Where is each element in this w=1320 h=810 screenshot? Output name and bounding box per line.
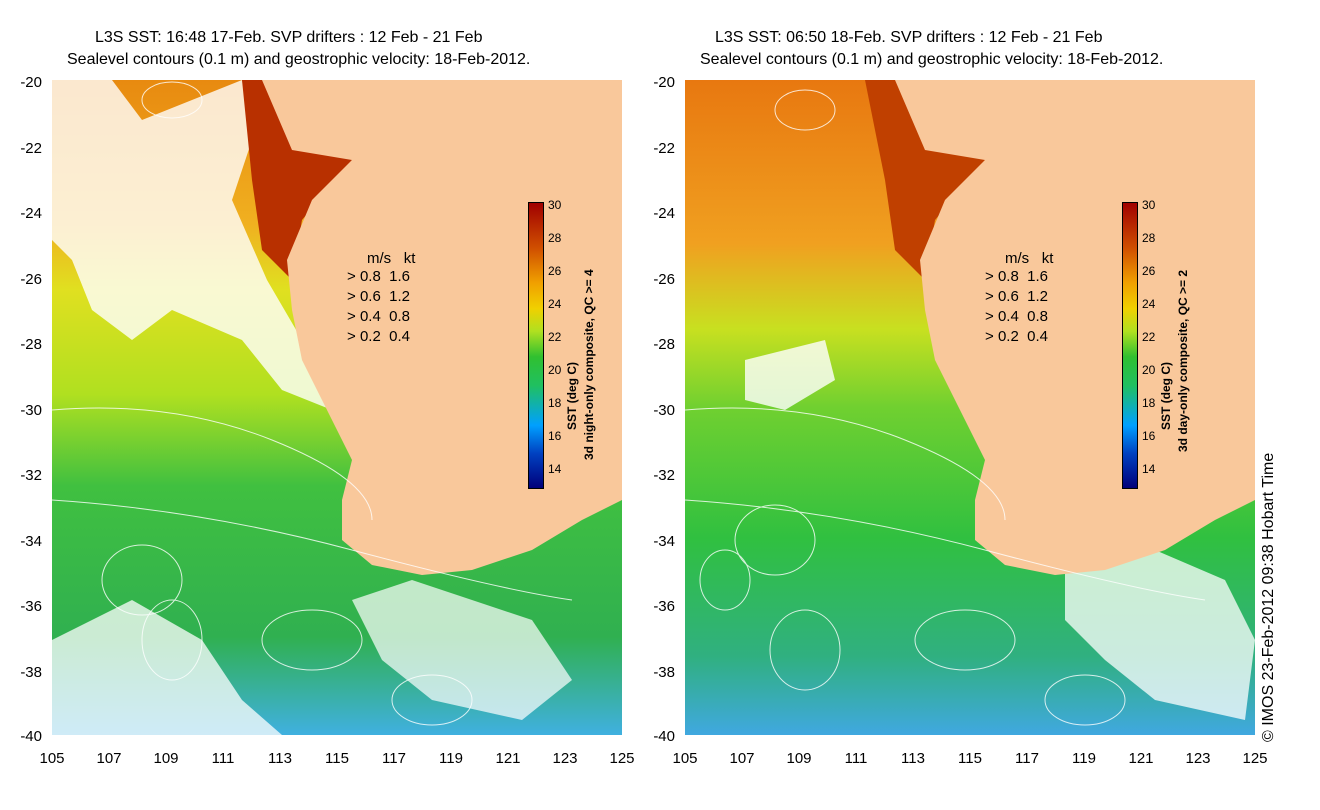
legend-header: m/s kt [367,250,416,267]
colorbar-tick: 14 [1142,462,1156,476]
y-tick: -22 [20,140,42,157]
colorbar-tick: 30 [1142,198,1156,212]
y-tick: -40 [20,728,42,745]
y-tick: -26 [653,271,675,288]
copyright-label: © IMOS 23-Feb-2012 09:38 Hobart Time [1260,452,1277,742]
x-tick: 107 [96,750,122,767]
x-tick: 111 [211,750,235,767]
colorbar-tick: 28 [548,231,562,245]
legend-row: > 0.8 1.6 [985,268,1048,285]
left-map: m/s kt > 0.8 1.6 > 0.6 1.2 > 0.4 0.8 > 0… [52,80,622,735]
y-tick: -32 [653,467,675,484]
colorbar-label: SST (deg C) [565,362,579,430]
colorbar-tick: 18 [1142,396,1156,410]
colorbar-tick: 26 [1142,264,1156,278]
x-tick: 113 [901,750,925,767]
left-title-line1: L3S SST: 16:48 17-Feb. SVP drifters : 12… [95,29,483,46]
x-tick: 109 [153,750,179,767]
x-tick: 117 [1015,750,1039,767]
colorbar-tick: 14 [548,462,562,476]
legend-row: > 0.2 0.4 [347,328,410,345]
x-tick: 121 [1128,750,1154,767]
colorbar-tick: 16 [548,429,562,443]
y-tick: -36 [653,598,675,615]
cloud-mask [745,340,835,410]
y-tick: -30 [20,402,42,419]
cloud-mask [52,80,332,410]
colorbar-tick: 20 [548,363,562,377]
cloud-mask [1065,550,1255,720]
y-tick: -26 [20,271,42,288]
colorbar [528,202,544,489]
colorbar-sublabel: 3d day-only composite, QC >= 2 [1176,269,1190,452]
x-tick: 113 [268,750,292,767]
x-tick: 105 [39,750,65,767]
colorbar-tick: 28 [1142,231,1156,245]
legend-row: > 0.4 0.8 [347,308,410,325]
x-tick: 107 [729,750,755,767]
y-tick: -32 [20,467,42,484]
colorbar-tick: 18 [548,396,562,410]
legend-row: > 0.6 1.2 [985,288,1048,305]
y-tick: -24 [20,205,42,222]
x-tick: 119 [439,750,463,767]
legend-row: > 0.4 0.8 [985,308,1048,325]
colorbar-tick: 30 [548,198,562,212]
right-title-line1: L3S SST: 06:50 18-Feb. SVP drifters : 12… [715,29,1103,46]
australia-land [895,80,1255,575]
y-tick: -40 [653,728,675,745]
x-tick: 105 [672,750,698,767]
x-tick: 119 [1072,750,1096,767]
colorbar [1122,202,1138,489]
colorbar-tick: 16 [1142,429,1156,443]
x-tick: 123 [552,750,578,767]
y-tick: -22 [653,140,675,157]
y-tick: -34 [20,533,42,550]
x-tick: 109 [786,750,812,767]
colorbar-tick: 22 [1142,330,1156,344]
legend-row: > 0.2 0.4 [985,328,1048,345]
colorbar-sublabel: 3d night-only composite, QC >= 4 [582,269,596,460]
x-tick: 125 [1242,750,1268,767]
x-tick: 125 [609,750,635,767]
x-tick: 111 [844,750,868,767]
x-tick: 115 [958,750,982,767]
y-tick: -28 [20,336,42,353]
x-tick: 117 [382,750,406,767]
x-tick: 123 [1185,750,1211,767]
cloud-mask [352,580,572,720]
y-tick: -38 [653,664,675,681]
y-tick: -36 [20,598,42,615]
colorbar-tick: 24 [548,297,562,311]
y-tick: -20 [653,74,675,91]
left-title-line2: Sealevel contours (0.1 m) and geostrophi… [67,51,531,68]
legend-row: > 0.6 1.2 [347,288,410,305]
legend-row: > 0.8 1.6 [347,268,410,285]
colorbar-label: SST (deg C) [1159,362,1173,430]
colorbar-tick: 20 [1142,363,1156,377]
y-tick: -24 [653,205,675,222]
colorbar-tick: 24 [1142,297,1156,311]
colorbar-tick: 22 [548,330,562,344]
y-tick: -28 [653,336,675,353]
y-tick: -34 [653,533,675,550]
cloud-mask [52,600,282,735]
x-tick: 115 [325,750,349,767]
right-map: m/s kt > 0.8 1.6 > 0.6 1.2 > 0.4 0.8 > 0… [685,80,1255,735]
right-title-line2: Sealevel contours (0.1 m) and geostrophi… [700,51,1164,68]
legend-header: m/s kt [1005,250,1054,267]
y-tick: -20 [20,74,42,91]
colorbar-tick: 26 [548,264,562,278]
y-tick: -30 [653,402,675,419]
x-tick: 121 [495,750,521,767]
y-tick: -38 [20,664,42,681]
